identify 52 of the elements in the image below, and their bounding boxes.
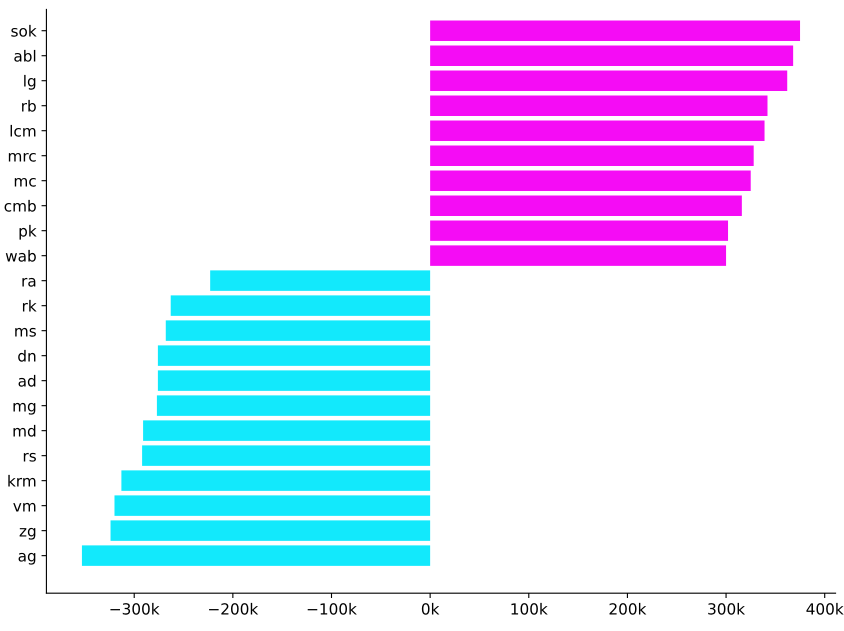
bar <box>121 470 430 491</box>
y-tick-label: ag <box>18 552 36 565</box>
y-tick-label: wab <box>6 250 36 262</box>
y-tick-label: krm <box>8 474 36 486</box>
bar <box>170 295 430 316</box>
bar <box>430 195 742 216</box>
bar <box>143 420 430 441</box>
bar <box>110 520 430 541</box>
y-tick-label: cmb <box>4 200 36 212</box>
bar <box>156 395 430 416</box>
y-tick-label: abl <box>14 50 36 62</box>
x-tick-label: −300k <box>110 602 160 615</box>
x-tick-label: −100k <box>308 602 357 615</box>
x-tick-label: 400k <box>806 602 844 615</box>
bar <box>142 445 430 466</box>
x-tick-label: 0k <box>422 602 440 615</box>
bar <box>166 320 430 341</box>
bar <box>158 370 430 391</box>
y-tick-label: zg <box>20 528 36 540</box>
bar <box>430 145 754 166</box>
x-tick-label: 100k <box>511 602 548 615</box>
bar <box>430 20 800 41</box>
y-tick-label: rk <box>22 300 37 312</box>
y-tick-label: pk <box>20 224 37 240</box>
bar <box>430 245 726 266</box>
y-tick-label: ms <box>15 328 36 337</box>
bar <box>114 495 430 516</box>
bar <box>430 45 794 66</box>
bar <box>210 270 430 291</box>
y-tick-label: vm <box>13 502 36 512</box>
bar <box>158 345 430 366</box>
bar <box>430 120 765 141</box>
bar <box>430 220 728 241</box>
y-tick-label: mg <box>14 402 36 415</box>
bar <box>430 170 751 191</box>
y-tick-label: dn <box>18 350 36 362</box>
x-tick-label: 200k <box>610 602 646 615</box>
y-tick-label: mc <box>14 178 36 187</box>
y-tick-label: rb <box>22 100 36 112</box>
bar <box>430 70 788 91</box>
bar <box>430 95 768 116</box>
bar <box>82 545 430 566</box>
y-tick-label: md <box>14 424 36 437</box>
x-tick-label: 300k <box>708 602 746 615</box>
y-tick-label: lg <box>24 74 36 90</box>
y-tick-label: ra <box>22 278 36 287</box>
y-tick-label: ad <box>18 374 36 387</box>
x-tick-label: −200k <box>209 602 258 615</box>
y-tick-label: sok <box>11 24 37 37</box>
y-tick-label: lcm <box>10 124 36 137</box>
y-tick-label: rs <box>24 452 36 462</box>
y-tick-label: mrc <box>8 152 36 162</box>
